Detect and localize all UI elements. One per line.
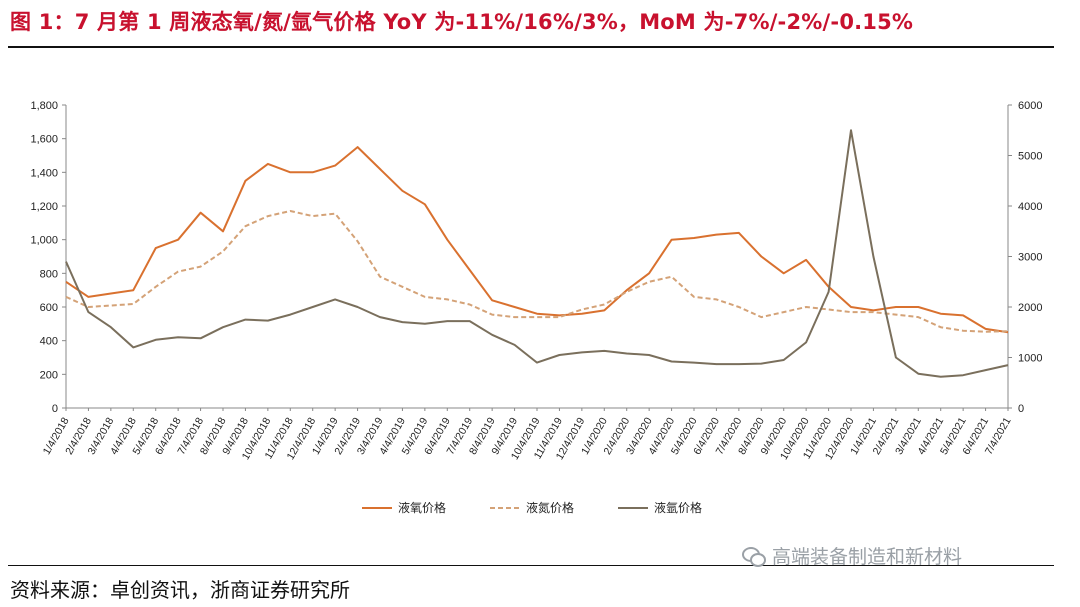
chart-title: 图 1：7 月第 1 周液态氧/氮/氩气价格 YoY 为-11%/16%/3%，… bbox=[10, 10, 914, 34]
watermark-text: 高端装备制造和新材料 bbox=[772, 546, 963, 568]
right-tick-label: 5000 bbox=[1018, 151, 1042, 163]
right-tick-label: 3000 bbox=[1018, 252, 1042, 264]
line-chart: 0 200 400 600 800 1,000 1,200 1,400 1,600 1,800 0 1… bbox=[30, 100, 1042, 515]
left-tick-label: 1,200 bbox=[30, 201, 58, 213]
right-tick-label: 0 bbox=[1018, 403, 1024, 415]
left-tick-label: 200 bbox=[40, 369, 58, 381]
series-line-3 bbox=[65, 129, 1009, 378]
right-tick-label: 2000 bbox=[1018, 302, 1042, 314]
watermark: 高端装备制造和新材料 bbox=[742, 542, 962, 569]
right-tick-label: 1000 bbox=[1018, 353, 1042, 365]
legend-label-1: 液氧价格 bbox=[398, 500, 446, 515]
left-tick-label: 1,000 bbox=[30, 235, 58, 247]
left-tick-label: 0 bbox=[52, 403, 58, 415]
source-note: 资料来源：卓创资讯，浙商证券研究所 bbox=[10, 578, 350, 602]
wechat-icon bbox=[742, 546, 766, 567]
left-tick-label: 400 bbox=[40, 336, 58, 348]
title-divider bbox=[8, 46, 1054, 48]
right-tick-label: 4000 bbox=[1018, 201, 1042, 213]
left-tick-label: 1,600 bbox=[30, 134, 58, 146]
chart-series-lines bbox=[65, 129, 1009, 378]
left-tick-label: 800 bbox=[40, 268, 58, 280]
series-line-1 bbox=[65, 146, 1009, 334]
left-tick-label: 1,400 bbox=[30, 167, 58, 179]
chart-legend: 液氧价格 液氮价格 液氩价格 bbox=[362, 500, 702, 515]
legend-label-3: 液氩价格 bbox=[654, 500, 702, 515]
footer-divider bbox=[8, 565, 1054, 566]
left-tick-label: 600 bbox=[40, 302, 58, 314]
left-tick-label: 1,800 bbox=[30, 100, 58, 112]
chart-axes: 0 200 400 600 800 1,000 1,200 1,400 1,600 1,800 0 1… bbox=[30, 100, 1042, 462]
legend-label-2: 液氮价格 bbox=[526, 500, 574, 515]
right-tick-label: 6000 bbox=[1018, 100, 1042, 112]
